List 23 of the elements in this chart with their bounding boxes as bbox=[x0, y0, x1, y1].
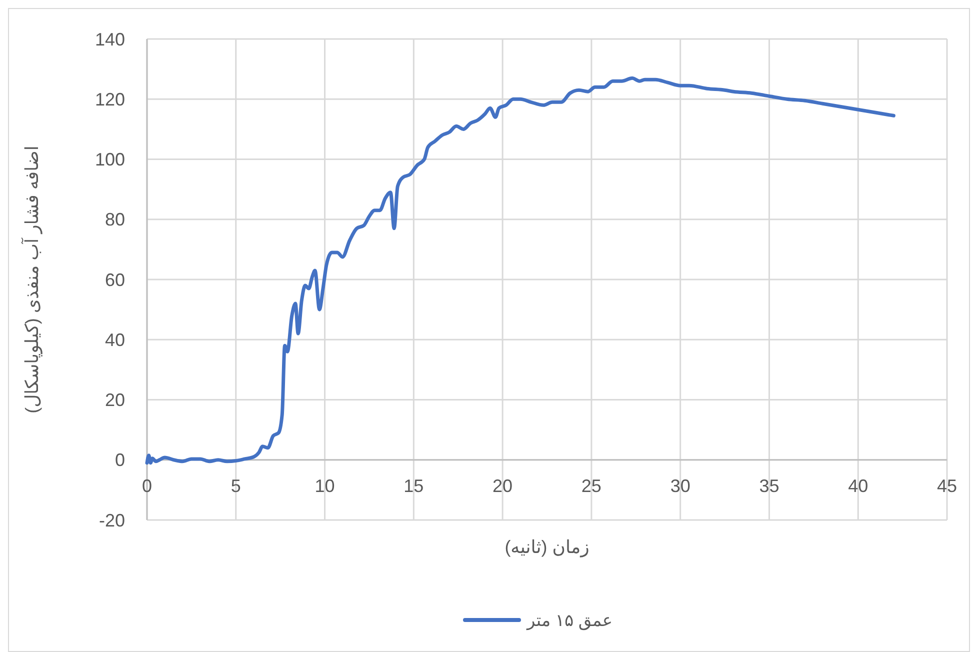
x-tick-label: 10 bbox=[314, 476, 335, 496]
x-tick-label: 20 bbox=[492, 476, 513, 496]
x-tick-label: 30 bbox=[670, 476, 690, 496]
y-tick-label: 100 bbox=[94, 150, 125, 170]
y-axis-title: اضافه فشار آب منفذی (کیلوپاسکال) bbox=[21, 146, 43, 414]
y-tick-label: 140 bbox=[94, 29, 125, 50]
y-tick-label: 80 bbox=[104, 210, 125, 230]
legend-label: عمق ۱۵ متر bbox=[526, 610, 612, 631]
x-axis-title: زمان (ثانیه) bbox=[504, 537, 590, 558]
y-tick-label: 0 bbox=[114, 450, 125, 470]
x-tick-label: 40 bbox=[848, 476, 868, 496]
y-tick-label: 40 bbox=[104, 330, 125, 350]
line-series bbox=[145, 76, 896, 465]
y-tick-label: -20 bbox=[98, 510, 125, 530]
y-tick-label: 20 bbox=[104, 390, 125, 410]
x-tick-label: 35 bbox=[759, 476, 780, 496]
x-tick-label: 25 bbox=[581, 476, 602, 496]
x-tick-label: 15 bbox=[404, 476, 424, 496]
x-tick-label: 45 bbox=[936, 476, 958, 496]
x-tick-label: 0 bbox=[142, 476, 152, 496]
y-tick-label: 120 bbox=[94, 89, 125, 110]
y-tick-label: 60 bbox=[104, 270, 125, 290]
x-tick-label: 5 bbox=[230, 476, 241, 496]
